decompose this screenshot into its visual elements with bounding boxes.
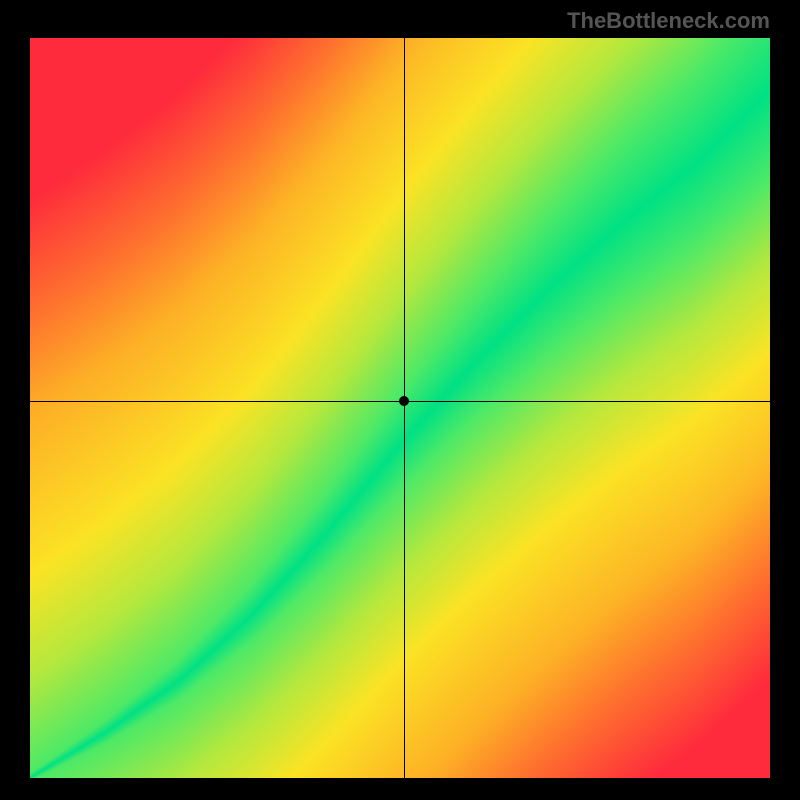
crosshair-vertical (404, 38, 405, 778)
selection-point (399, 396, 409, 406)
watermark-text: TheBottleneck.com (567, 8, 770, 34)
heatmap-canvas (30, 38, 770, 778)
bottleneck-heatmap (30, 38, 770, 778)
